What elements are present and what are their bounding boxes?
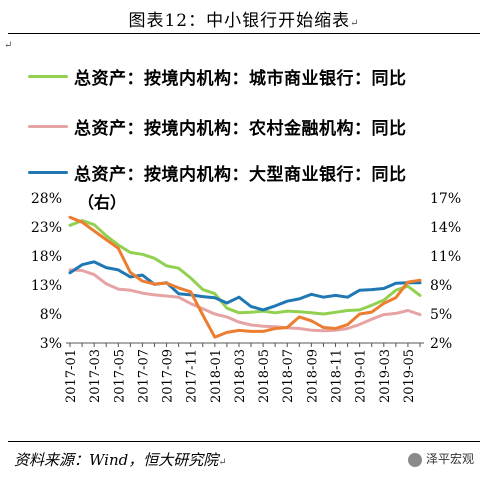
source-text: 资料来源：Wind，恒大研究院 xyxy=(14,451,219,469)
source-note: 资料来源：Wind，恒大研究院↵ xyxy=(14,449,227,470)
x-tick-label: 2017-09 xyxy=(161,349,176,403)
legend-label-large: 总资产：按境内机构：大型商业银行：同比 xyxy=(74,165,407,185)
title-return-mark: ↵ xyxy=(350,18,360,29)
x-tick-label: 2018-07 xyxy=(281,349,296,403)
title-rule xyxy=(8,33,480,34)
y-right-tick-label: 2% xyxy=(430,336,452,352)
series-line-rural-financial-institutions xyxy=(68,268,422,333)
legend-label-rural: 总资产：按境内机构：农村金融机构：同比 xyxy=(74,119,407,139)
wechat-icon xyxy=(407,452,422,467)
x-tick-label: 2017-11 xyxy=(185,349,200,403)
series-line-orange-right-axis xyxy=(68,215,422,339)
chart-axes: 3% 8% 13% 18% 23% 28% 2% 5% 8% 11% 14% 17% 2017-01 20… xyxy=(31,191,461,403)
y-right-tick-label: 17% xyxy=(430,191,461,207)
legend-swatch-rural xyxy=(28,125,68,128)
y-left-tick-label: 13% xyxy=(31,278,62,294)
series-line-city-commercial-banks xyxy=(68,219,422,316)
figure-title-text: 图表12：中小银行开始缩表 xyxy=(128,11,351,31)
x-tick-label: 2019-03 xyxy=(378,349,393,403)
legend-swatch-large xyxy=(28,171,68,174)
x-tick-label: 2018-01 xyxy=(209,349,224,403)
x-tick-label: 2019-05 xyxy=(402,349,417,403)
right-axis-note: （右） xyxy=(78,193,126,212)
x-tick-label: 2017-05 xyxy=(112,349,127,403)
y-left-tick-label: 8% xyxy=(40,307,62,323)
watermark: 泽平宏观 xyxy=(407,450,474,467)
chart-series xyxy=(68,215,422,339)
x-tick-label: 2017-01 xyxy=(64,349,79,403)
source-return-mark: ↵ xyxy=(218,457,227,468)
watermark-text: 泽平宏观 xyxy=(425,452,474,466)
x-tick-label: 2018-05 xyxy=(257,349,272,403)
x-tick-label: 2018-03 xyxy=(233,349,248,403)
figure-title: 图表12：中小银行开始缩表↵ xyxy=(0,6,488,31)
x-tick-label: 2019-01 xyxy=(354,349,369,403)
y-left-tick-label: 28% xyxy=(31,191,62,207)
y-left-tick-label: 23% xyxy=(31,220,62,236)
x-tick-label: 2018-09 xyxy=(305,349,320,403)
x-tick-label: 2018-11 xyxy=(330,349,345,403)
source-rule xyxy=(8,441,480,442)
y-left-tick-label: 3% xyxy=(40,336,62,352)
y-right-tick-label: 5% xyxy=(430,307,452,323)
y-right-tick-label: 14% xyxy=(430,220,461,236)
x-tick-label: 2017-07 xyxy=(136,349,151,403)
legend-label-city: 总资产：按境内机构：城市商业银行：同比 xyxy=(74,69,407,89)
series-line-large-commercial-banks xyxy=(68,260,422,312)
y-left-tick-label: 18% xyxy=(31,249,62,265)
y-right-tick-label: 11% xyxy=(430,249,461,265)
legend-return-mark: ↵ xyxy=(4,40,13,51)
legend-swatch-city xyxy=(28,75,68,78)
x-tick-label: 2017-03 xyxy=(88,349,103,403)
y-right-tick-label: 8% xyxy=(430,278,452,294)
line-chart: 3% 8% 13% 18% 23% 28% 2% 5% 8% 11% 14% 17% 2017-01 20… xyxy=(31,191,461,403)
